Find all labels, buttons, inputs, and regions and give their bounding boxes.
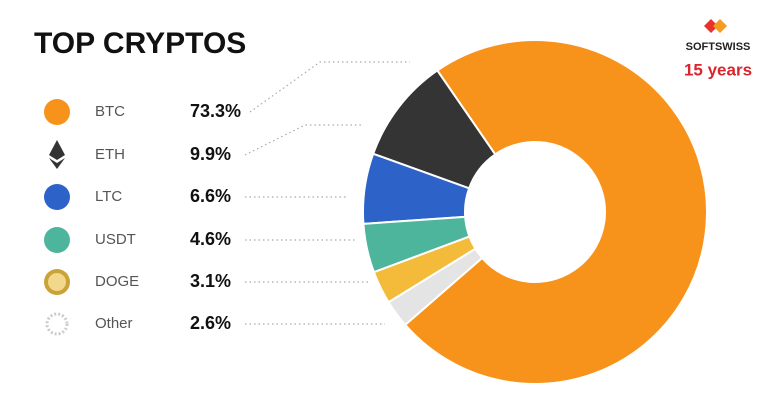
- value-label: 9.9%: [190, 144, 231, 164]
- brand-name: SOFTSWISS: [686, 41, 751, 53]
- donut-slice: [371, 69, 497, 190]
- donut-slice: [362, 215, 471, 274]
- brand-tagline: 15 years: [684, 60, 752, 79]
- value-label: 2.6%: [190, 313, 231, 333]
- leader-lines: [244, 61, 410, 325]
- value-label: 6.6%: [190, 186, 231, 206]
- donut-slice: [372, 235, 477, 304]
- donut-slice: [362, 152, 471, 225]
- value-label: 3.1%: [190, 271, 231, 291]
- donut-slice: [403, 39, 708, 385]
- legend-label: LTC: [95, 188, 122, 205]
- chart-title: TOP CRYPTOS: [34, 27, 246, 60]
- donut-slice: [387, 247, 484, 327]
- legend-label: DOGE: [95, 273, 139, 290]
- brand-logo: [704, 19, 727, 33]
- legend-label: USDT: [95, 231, 136, 248]
- value-label: 4.6%: [190, 229, 231, 249]
- legend-label: Other: [95, 315, 133, 332]
- value-label: 73.3%: [190, 101, 241, 121]
- legend-label: ETH: [95, 146, 125, 163]
- legend-label: BTC: [95, 103, 125, 120]
- legend-icons: [44, 99, 70, 336]
